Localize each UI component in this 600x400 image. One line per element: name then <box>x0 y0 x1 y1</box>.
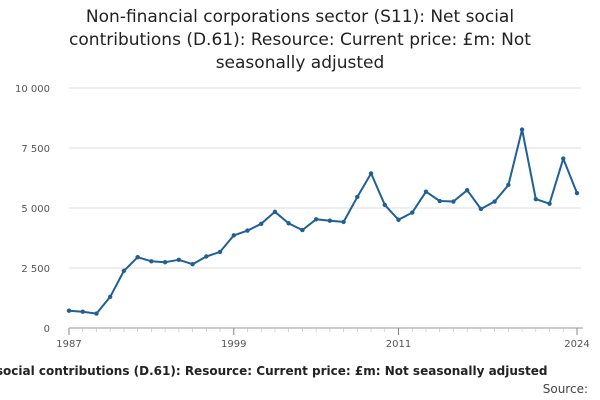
data-point[interactable] <box>478 206 484 212</box>
data-point[interactable] <box>259 221 264 227</box>
x-tick-label: 1987 <box>56 339 81 350</box>
y-tick-label: 0 <box>44 324 50 335</box>
data-point[interactable] <box>313 217 319 222</box>
data-point[interactable] <box>533 196 539 202</box>
data-point[interactable] <box>506 182 511 188</box>
data-point[interactable] <box>149 259 154 264</box>
data-point[interactable] <box>519 127 525 132</box>
x-axis-label: Non-financial corporations sector (S11):… <box>0 364 548 378</box>
data-point[interactable] <box>107 294 113 299</box>
y-tick-label: 2 500 <box>21 264 50 275</box>
y-tick-label: 7 500 <box>21 144 50 155</box>
x-axis: 1987 1999 2011 2024 <box>56 327 590 350</box>
x-tick-label: 1999 <box>221 339 246 350</box>
data-point[interactable] <box>464 188 470 193</box>
data-point[interactable] <box>396 217 401 222</box>
data-point[interactable] <box>190 261 195 267</box>
series <box>66 127 580 316</box>
series-line <box>68 128 578 315</box>
data-point[interactable] <box>410 210 415 215</box>
x-tick-label: 2024 <box>564 339 589 350</box>
data-point[interactable] <box>355 194 360 200</box>
source-label: Source: <box>542 382 588 396</box>
data-point[interactable] <box>272 209 278 215</box>
data-point[interactable] <box>286 221 291 226</box>
x-tick-label: 2011 <box>386 339 411 350</box>
data-point[interactable] <box>66 308 72 313</box>
data-point[interactable] <box>561 156 566 161</box>
data-point[interactable] <box>451 199 456 204</box>
data-point[interactable] <box>327 218 333 223</box>
data-point[interactable] <box>80 309 85 314</box>
data-point[interactable] <box>245 228 250 233</box>
data-point[interactable] <box>341 219 346 225</box>
data-point[interactable] <box>423 189 429 194</box>
data-point[interactable] <box>162 260 168 265</box>
gridlines <box>69 87 581 329</box>
data-point[interactable] <box>94 311 99 316</box>
y-axis: 0 2 500 5 000 7 500 10 000 <box>15 84 50 335</box>
data-point[interactable] <box>300 227 305 233</box>
data-point[interactable] <box>437 198 442 204</box>
data-point[interactable] <box>217 249 223 255</box>
data-point[interactable] <box>204 254 209 259</box>
data-point[interactable] <box>574 190 580 196</box>
data-point[interactable] <box>492 199 497 204</box>
data-point[interactable] <box>135 255 140 260</box>
y-tick-label: 5 000 <box>21 204 50 215</box>
data-point[interactable] <box>382 202 387 208</box>
data-point[interactable] <box>121 268 127 274</box>
data-point[interactable] <box>231 233 236 238</box>
data-point[interactable] <box>368 171 374 176</box>
chart-title: Non-financial corporations sector (S11):… <box>69 7 531 73</box>
data-point[interactable] <box>176 257 182 263</box>
data-point[interactable] <box>547 201 552 206</box>
y-tick-label: 10 000 <box>15 84 50 95</box>
